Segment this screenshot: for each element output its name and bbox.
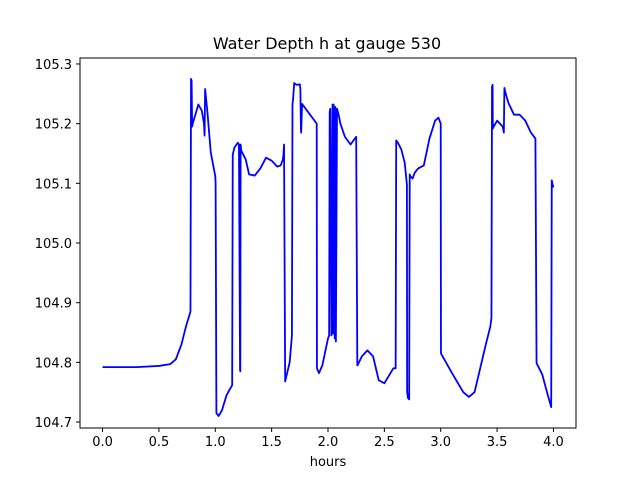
y-tick-label: 105.1: [35, 177, 72, 192]
y-tick-label: 104.8: [35, 356, 72, 371]
y-tick-label: 104.9: [35, 297, 72, 312]
y-tick-label: 105.2: [35, 118, 72, 133]
x-tick-label: 3.5: [487, 435, 508, 450]
x-tick-label: 3.0: [430, 435, 451, 450]
x-tick-label: 4.0: [543, 435, 564, 450]
x-tick-label: 2.0: [318, 435, 339, 450]
x-tick-label: 0.0: [92, 435, 113, 450]
plot-frame: [79, 57, 577, 429]
x-axis-label: hours: [310, 455, 347, 470]
x-tick-label: 1.5: [261, 435, 282, 450]
x-tick-label: 0.5: [149, 435, 170, 450]
y-tick-label: 105.0: [35, 237, 72, 252]
chart-title: Water Depth h at gauge 530: [213, 34, 441, 53]
x-axis: 0.0 0.5 1.0 1.5 2.0 2.5 3.0 3.5 4.0: [92, 428, 564, 450]
plot-area: [102, 77, 555, 417]
x-tick-label: 2.5: [374, 435, 395, 450]
x-tick-label: 1.0: [205, 435, 226, 450]
y-tick-label: 105.3: [35, 58, 72, 73]
y-tick-label: 104.7: [35, 416, 72, 431]
series-line-0: [102, 77, 555, 417]
y-axis: 104.7 104.8 104.9 105.0 105.1 105.2 105.3: [35, 58, 80, 431]
